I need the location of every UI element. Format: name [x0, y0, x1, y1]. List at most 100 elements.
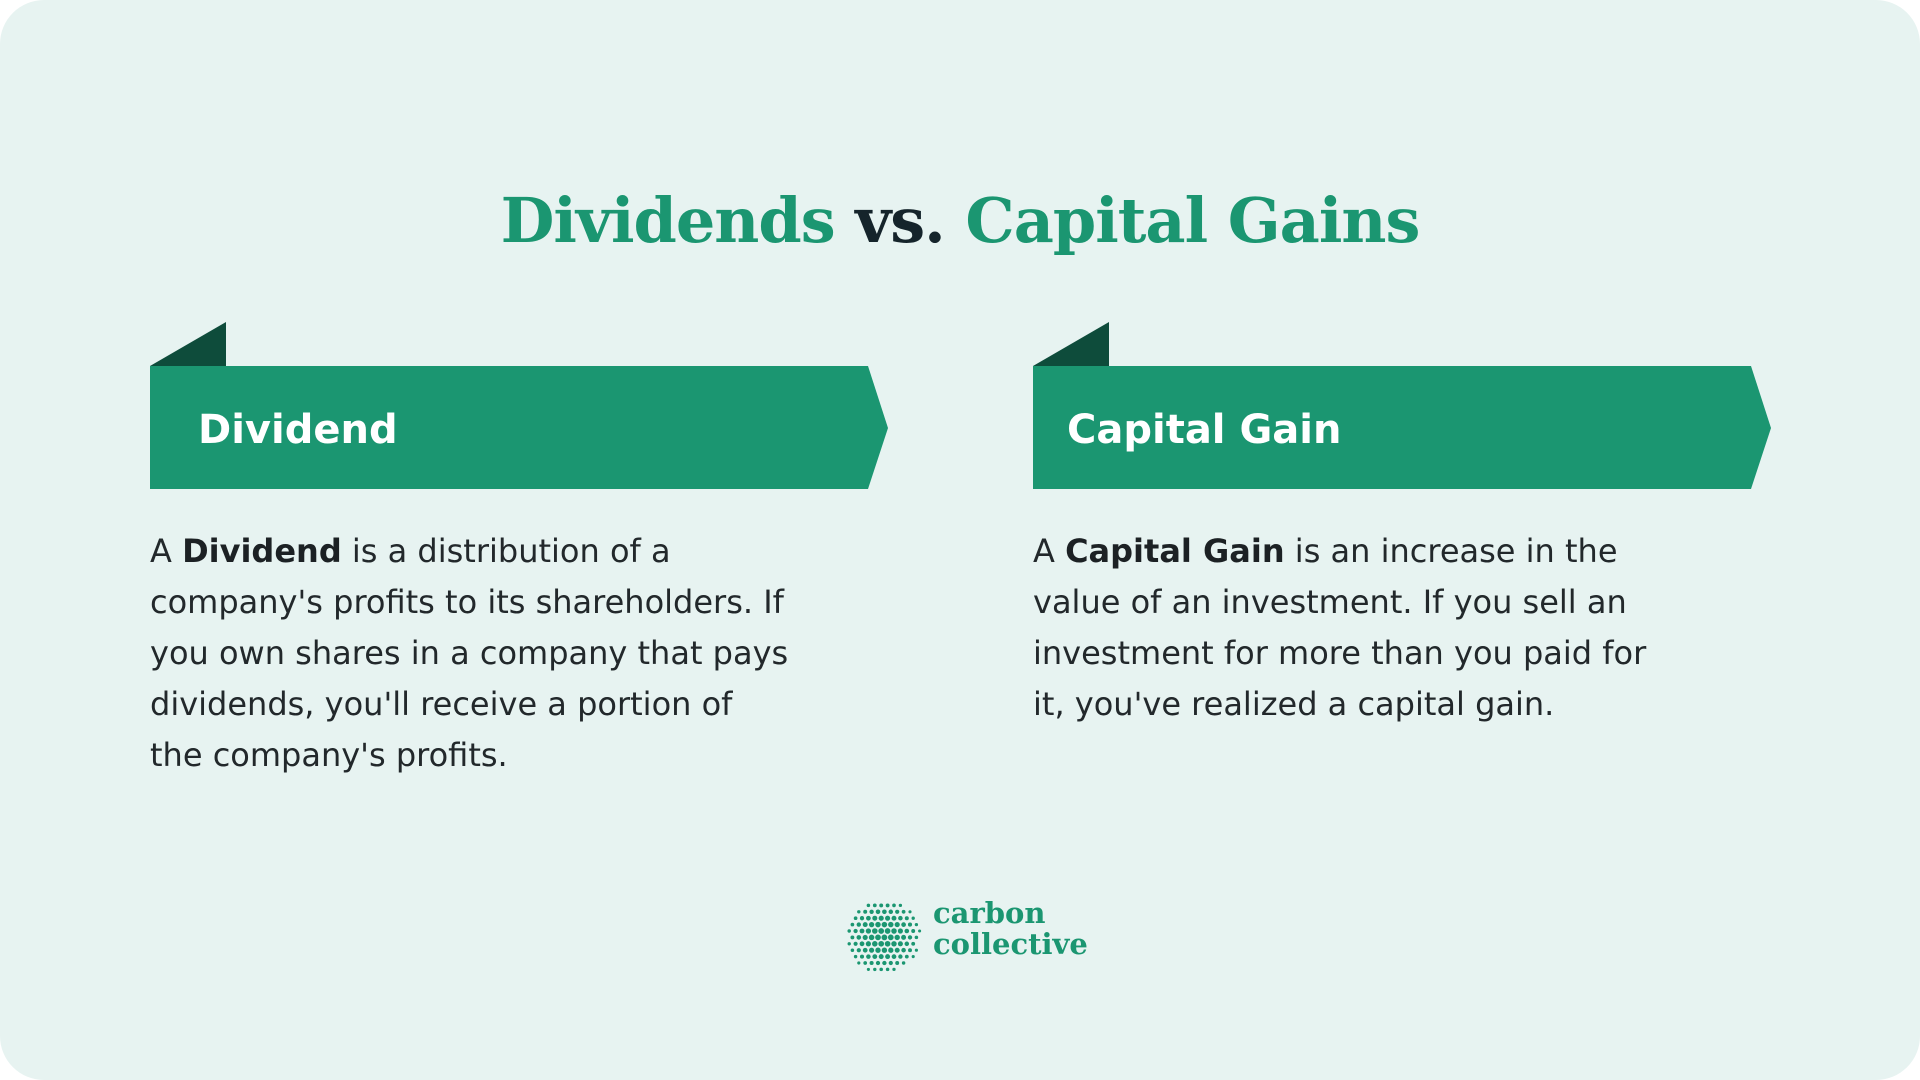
logo-dot [918, 929, 922, 933]
logo-dot [898, 903, 903, 908]
logo-dot [904, 916, 909, 921]
logo-dot [878, 915, 884, 921]
logo-dot [850, 948, 855, 952]
logo-dot [872, 915, 878, 921]
logo-dot [891, 928, 897, 934]
logo-dot [869, 909, 874, 914]
dividend-prefix: A [150, 532, 183, 570]
capital-gain-line-1: is an increase in the [1284, 532, 1618, 570]
logo-dot [888, 960, 893, 966]
logo-dot [866, 903, 871, 908]
ribbon-banner [150, 366, 888, 489]
logo-dot [872, 954, 878, 960]
logo-dot [872, 941, 878, 947]
capital-gain-ribbon [1033, 322, 1771, 489]
logo-dot [862, 922, 868, 928]
dotted-globe-icon [847, 903, 922, 972]
title-vs: vs. [855, 183, 946, 257]
dividend-line-5: the company's profits. [150, 736, 508, 774]
logo-dot [863, 909, 868, 914]
logo-dot [892, 967, 896, 972]
logo-dot [857, 961, 861, 965]
logo-dot [847, 929, 851, 933]
logo-dot [891, 941, 897, 947]
logo-dot [901, 922, 906, 927]
logo-dot [907, 935, 913, 940]
dividend-section: Dividend A Dividend is a distribution of… [150, 0, 890, 1080]
logo-dot [878, 940, 885, 947]
dividend-line-2: company's profits to its shareholders. I… [150, 583, 784, 621]
logo-dot [866, 967, 870, 971]
logo-dot [856, 935, 862, 940]
logo-dot [914, 935, 919, 940]
logo-dot [887, 934, 894, 941]
logo-dot [878, 928, 885, 934]
logo-dot [904, 954, 909, 959]
logo-dot [859, 928, 865, 934]
logo-dot [865, 928, 872, 934]
logo-dot [911, 955, 915, 959]
capital-gain-line-2: value of an investment. If you sell an [1033, 583, 1627, 621]
logo-dot [894, 922, 900, 928]
capital-gain-line-3: investment for more than you paid for [1033, 634, 1647, 672]
logo-dot [871, 928, 878, 934]
page-title: Dividends vs. Capital Gains [0, 180, 1920, 262]
capital-gain-description: A Capital Gain is an increase in the valu… [1033, 526, 1693, 730]
logo-dot [888, 909, 894, 915]
logo-dot [911, 929, 916, 933]
logo-dot [859, 941, 865, 947]
logo-dot [914, 922, 919, 927]
logo-wordmark: carbon collective [933, 898, 1088, 960]
logo-dot [897, 928, 903, 934]
logo-dot [859, 916, 865, 921]
logo-dot [901, 961, 906, 965]
logo-dot [875, 934, 881, 941]
capital-gain-prefix: A [1033, 532, 1066, 570]
logo-dot [894, 947, 900, 953]
logo-dot [853, 928, 858, 934]
logo-dot [850, 935, 855, 940]
logo-dot [908, 910, 912, 914]
logo-dot [872, 903, 877, 908]
logo-dot [901, 934, 907, 940]
logo-dot [891, 954, 897, 959]
logo-dot [894, 934, 900, 941]
logo-dot [892, 903, 896, 908]
logo-dot [850, 922, 855, 927]
logo-dot [866, 915, 871, 921]
logo-dot [884, 928, 891, 934]
capital-gain-section: Capital Gain A Capital Gain is an increa… [1033, 0, 1773, 1080]
logo-dot [911, 941, 916, 946]
logo-dot [888, 947, 894, 953]
logo-dot [882, 909, 887, 915]
logo-dot [881, 947, 888, 953]
logo-dot [862, 934, 868, 940]
logo-dot [885, 915, 891, 921]
logo-dot [862, 947, 868, 953]
logo-dot [884, 940, 891, 947]
logo-dot [895, 909, 900, 914]
logo-dot [868, 921, 875, 928]
logo-dot [885, 954, 891, 960]
logo-dot [878, 954, 884, 960]
logo-line-1: carbon [933, 896, 1046, 930]
logo-dot [898, 954, 903, 959]
logo-dot [901, 909, 906, 914]
logo-dot [888, 921, 894, 928]
logo-dot [875, 909, 881, 915]
logo-dot [863, 961, 868, 965]
capital-gain-heading: Capital Gain [1067, 407, 1342, 453]
logo-dot [856, 948, 861, 953]
logo-dot [859, 954, 865, 959]
dividend-description: A Dividend is a distribution of a company… [150, 526, 810, 781]
logo-line-2: collective [933, 927, 1088, 961]
ribbon-fold [150, 322, 226, 366]
dividend-line-3: you own shares in a company that pays [150, 634, 789, 672]
logo-dot [907, 922, 913, 927]
dividend-ribbon [150, 322, 888, 489]
logo-dot [853, 941, 858, 946]
logo-dot [869, 947, 875, 953]
logo-dot [897, 941, 903, 947]
logo-dot [869, 960, 874, 966]
